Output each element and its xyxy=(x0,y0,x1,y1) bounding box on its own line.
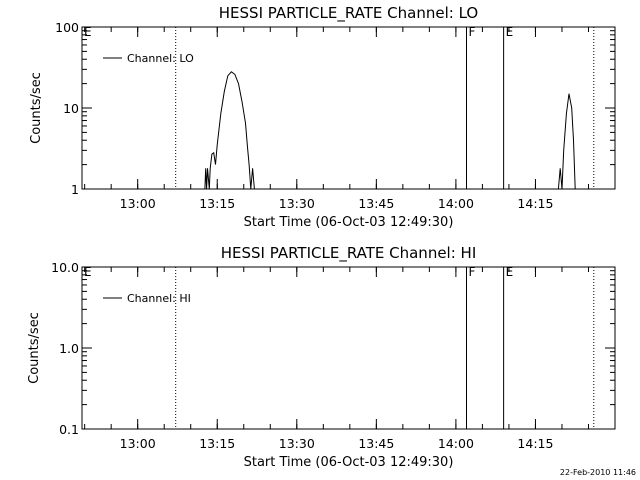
y-tick-label: 10 xyxy=(63,101,79,116)
x-tick-label: 13:30 xyxy=(279,436,315,451)
x-tick-label: 13:30 xyxy=(279,196,315,211)
panel-lo: HESSI PARTICLE_RATE Channel: LO Start Ti… xyxy=(29,4,616,230)
legend: Channel: HI xyxy=(103,292,191,305)
x-tick-label: 13:15 xyxy=(199,436,235,451)
chart-title: HESSI PARTICLE_RATE Channel: HI xyxy=(221,244,477,263)
x-tick-label: 14:15 xyxy=(517,436,553,451)
x-tick-label: 13:15 xyxy=(199,196,235,211)
x-axis-ticks: 13:00 13:15 13:30 13:45 14:00 14:15 xyxy=(84,267,616,451)
event-marker-label: F xyxy=(469,265,476,279)
y-tick-label: 100 xyxy=(55,20,79,35)
y-axis-ticks: 0.1 1.0 10.0 xyxy=(51,260,615,437)
legend-label: Channel: HI xyxy=(127,292,191,305)
x-tick-label: 13:45 xyxy=(358,436,394,451)
y-tick-label: 1.0 xyxy=(59,341,79,356)
x-axis-label: Start Time (06-Oct-03 12:49:30) xyxy=(244,215,454,230)
data-series xyxy=(204,71,576,190)
y-axis-ticks: 1 10 100 xyxy=(55,20,615,197)
chart-title: HESSI PARTICLE_RATE Channel: LO xyxy=(219,4,478,23)
y-tick-label: 10.0 xyxy=(51,260,79,275)
y-tick-label: 1 xyxy=(71,182,79,197)
event-marker-label: E xyxy=(84,265,92,279)
x-tick-label: 13:00 xyxy=(120,436,156,451)
x-tick-label: 14:00 xyxy=(438,196,474,211)
event-markers: EFE xyxy=(81,25,595,189)
y-axis-label: Counts/sec xyxy=(29,72,44,144)
x-tick-label: 14:00 xyxy=(438,436,474,451)
event-marker-label: F xyxy=(469,25,476,39)
x-axis-ticks: 13:00 13:15 13:30 13:45 14:00 14:15 xyxy=(84,27,616,211)
x-tick-label: 14:15 xyxy=(517,196,553,211)
y-axis-label: Counts/sec xyxy=(27,312,42,384)
legend: Channel: LO xyxy=(103,52,194,65)
panel-hi: HESSI PARTICLE_RATE Channel: HI Start Ti… xyxy=(27,244,616,470)
x-axis-label: Start Time (06-Oct-03 12:49:30) xyxy=(244,455,454,470)
x-tick-label: 13:00 xyxy=(120,196,156,211)
event-marker-label: E xyxy=(84,25,92,39)
x-tick-label: 13:45 xyxy=(358,196,394,211)
series-line xyxy=(557,93,576,190)
generation-timestamp: 22-Feb-2010 11:46 xyxy=(560,468,636,477)
event-markers: EFE xyxy=(81,265,595,429)
legend-label: Channel: LO xyxy=(127,52,194,65)
series-line xyxy=(204,71,255,190)
y-tick-label: 0.1 xyxy=(59,422,79,437)
